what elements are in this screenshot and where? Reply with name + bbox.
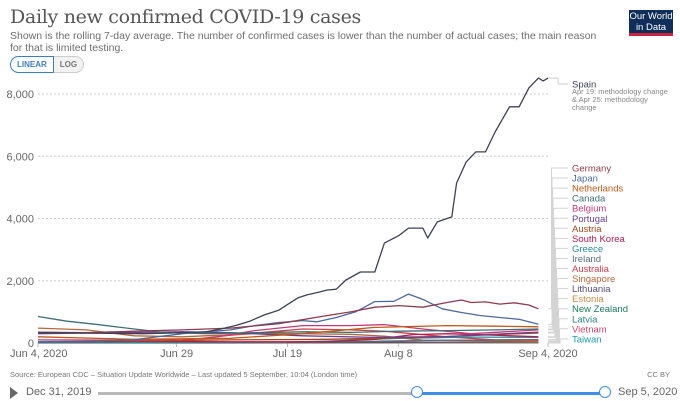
play-icon[interactable] xyxy=(10,387,18,399)
series-labels: Apr 19: methodology change& Apr 25: meth… xyxy=(548,77,668,345)
series-label-singapore: Singapore xyxy=(572,274,615,285)
owid-logo[interactable]: Our World in Data xyxy=(629,10,673,36)
series-label-taiwan: Taiwan xyxy=(572,334,602,345)
log-scale-button[interactable]: LOG xyxy=(53,56,85,73)
series-label-netherlands: Netherlands xyxy=(572,184,623,195)
logo-line-2: in Data xyxy=(635,21,667,33)
gridlines xyxy=(38,93,548,282)
y-tick-label: 2,000 xyxy=(6,276,34,288)
logo-line-1: Our World xyxy=(629,11,673,22)
y-tick-label: 4,000 xyxy=(6,214,34,226)
label-connector xyxy=(548,77,568,85)
x-tick-label: Jun 29 xyxy=(160,348,193,360)
timeline-start-label: Dec 31, 2019 xyxy=(26,386,92,398)
series-label-spain: Spain xyxy=(572,80,596,91)
series-label-greece: Greece xyxy=(572,244,603,255)
spain-annotation: & Apr 25: methodology xyxy=(572,95,648,104)
license-link[interactable]: CC BY xyxy=(647,370,670,379)
y-tick-label: 6,000 xyxy=(6,151,34,163)
series-label-lithuania: Lithuania xyxy=(572,284,611,295)
chart-subtitle: Shown is the rolling 7-day average. The … xyxy=(10,30,597,54)
series-label-latvia: Latvia xyxy=(572,314,598,325)
scale-toggle: LINEAR LOG xyxy=(10,56,85,73)
series-label-belgium: Belgium xyxy=(572,204,606,215)
chart-title: Daily new confirmed COVID-19 cases xyxy=(10,6,361,28)
series-line-greece xyxy=(37,336,539,344)
series-line-netherlands xyxy=(37,324,539,340)
timeline-track[interactable] xyxy=(98,392,605,395)
series-label-austria: Austria xyxy=(572,224,602,235)
source-note[interactable]: Source: European CDC – Situation Update … xyxy=(10,370,358,379)
linear-scale-button[interactable]: LINEAR xyxy=(10,56,54,73)
series-line-austria xyxy=(37,332,539,343)
y-tick-label: 8,000 xyxy=(6,89,34,101)
x-tick-label: Sep 4, 2020 xyxy=(518,348,577,360)
series-line-spain xyxy=(37,77,549,335)
series-label-estonia: Estonia xyxy=(572,294,604,305)
x-tick-label: Jul 19 xyxy=(273,348,302,360)
timeline-start-handle[interactable] xyxy=(411,386,424,398)
timeline-end-handle[interactable] xyxy=(599,386,611,398)
series-line-portugal xyxy=(37,331,539,339)
series-label-new-zealand: New Zealand xyxy=(572,304,628,315)
x-tick-label: Jun 4, 2020 xyxy=(10,348,68,360)
spain-annotation: Apr 19: methodology change xyxy=(572,87,668,96)
x-axis: Jun 4, 2020 Jun 29 Jul 19 Aug 8 Sep 4, 2020 xyxy=(10,343,578,360)
series-label-portugal: Portugal xyxy=(572,214,607,225)
timeline-end-label: Sep 5, 2020 xyxy=(618,386,678,398)
series-label-south-korea: South Korea xyxy=(572,234,626,245)
x-tick-label: Aug 8 xyxy=(384,348,413,360)
label-connector xyxy=(548,338,568,344)
timeline-selected-range xyxy=(417,392,605,395)
series-lines xyxy=(37,77,549,344)
series-line-canada xyxy=(37,315,539,335)
series-line-germany xyxy=(37,299,539,334)
series-label-ireland: Ireland xyxy=(572,254,601,265)
y-tick-label: 0 xyxy=(28,338,34,350)
series-label-canada: Canada xyxy=(572,194,606,205)
series-label-germany: Germany xyxy=(572,164,611,175)
spain-annotation: change xyxy=(572,103,597,112)
series-label-vietnam: Vietnam xyxy=(572,324,607,335)
series-label-australia: Australia xyxy=(572,264,610,275)
series-label-japan: Japan xyxy=(572,174,598,185)
y-axis: 0 2,000 4,000 6,000 8,000 xyxy=(6,89,34,350)
